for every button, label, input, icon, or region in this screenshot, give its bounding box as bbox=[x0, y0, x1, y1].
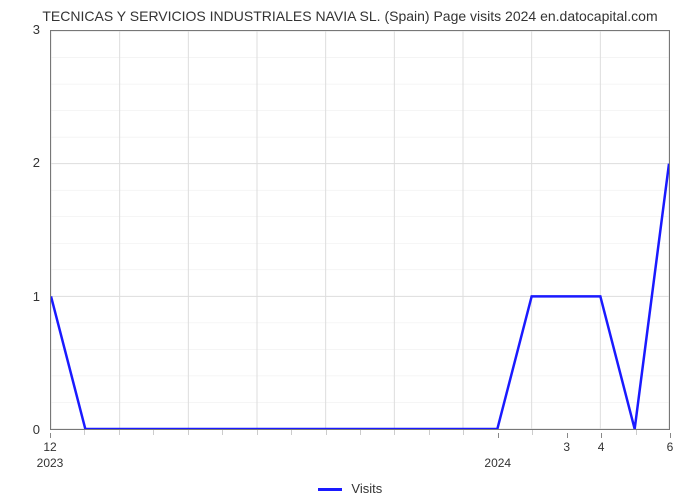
xtick-minor-mark bbox=[429, 430, 430, 435]
ytick-label: 1 bbox=[0, 289, 40, 304]
xtick-minor-mark bbox=[222, 430, 223, 435]
xtick-minor-mark bbox=[394, 430, 395, 435]
ytick-label: 2 bbox=[0, 155, 40, 170]
xtick-sublabel: 2023 bbox=[37, 456, 64, 470]
chart-container: TECNICAS Y SERVICIOS INDUSTRIALES NAVIA … bbox=[0, 0, 700, 500]
xtick-minor-mark bbox=[463, 430, 464, 435]
xtick-minor-mark bbox=[84, 430, 85, 435]
xtick-label: 6 bbox=[667, 440, 674, 454]
xtick-label: 3 bbox=[563, 440, 570, 454]
xtick-minor-mark bbox=[119, 430, 120, 435]
xtick-label: 4 bbox=[598, 440, 605, 454]
legend-swatch bbox=[318, 488, 342, 491]
chart-title: TECNICAS Y SERVICIOS INDUSTRIALES NAVIA … bbox=[0, 8, 700, 24]
xtick-minor-mark bbox=[326, 430, 327, 435]
xtick-minor-mark bbox=[153, 430, 154, 435]
xtick-mark bbox=[498, 433, 499, 438]
xtick-minor-mark bbox=[291, 430, 292, 435]
xtick-minor-mark bbox=[257, 430, 258, 435]
xtick-mark bbox=[567, 433, 568, 438]
plot-svg bbox=[51, 31, 669, 429]
ytick-label: 3 bbox=[0, 22, 40, 37]
xtick-sublabel: 2024 bbox=[484, 456, 511, 470]
xtick-mark bbox=[50, 433, 51, 438]
xtick-minor-mark bbox=[360, 430, 361, 435]
xtick-mark bbox=[670, 433, 671, 438]
plot-area bbox=[50, 30, 670, 430]
xtick-mark bbox=[601, 433, 602, 438]
ytick-label: 0 bbox=[0, 422, 40, 437]
xtick-minor-mark bbox=[188, 430, 189, 435]
xtick-minor-mark bbox=[532, 430, 533, 435]
legend: Visits bbox=[0, 481, 700, 496]
xtick-label: 12 bbox=[43, 440, 56, 454]
xtick-minor-mark bbox=[636, 430, 637, 435]
legend-label: Visits bbox=[351, 481, 382, 496]
